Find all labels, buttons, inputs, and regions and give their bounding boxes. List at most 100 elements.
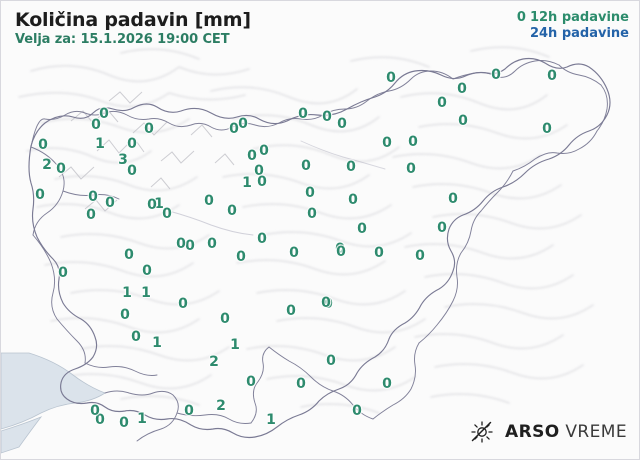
- station-value[interactable]: 1: [230, 337, 240, 353]
- station-value[interactable]: 0: [348, 192, 358, 208]
- station-value[interactable]: 0: [142, 263, 152, 279]
- station-value[interactable]: 0: [246, 374, 256, 390]
- valid-time-label: Velja za: 15.1.2026 19:00 CET: [15, 32, 230, 47]
- station-value[interactable]: 0: [56, 161, 66, 177]
- station-value[interactable]: 0: [184, 403, 194, 419]
- station-value[interactable]: 0: [415, 248, 425, 264]
- station-value[interactable]: 0: [301, 158, 311, 174]
- station-value[interactable]: 0: [38, 137, 48, 153]
- station-value[interactable]: 0: [247, 148, 257, 164]
- station-value[interactable]: 0: [298, 106, 308, 122]
- station-value[interactable]: 0: [437, 220, 447, 236]
- station-value[interactable]: 0: [88, 189, 98, 205]
- station-value[interactable]: 0: [95, 412, 105, 428]
- station-value[interactable]: 1: [95, 136, 105, 152]
- station-value[interactable]: 1: [137, 411, 147, 427]
- station-value[interactable]: 0: [131, 329, 141, 345]
- station-value[interactable]: 0: [437, 95, 447, 111]
- station-value[interactable]: 0: [458, 113, 468, 129]
- station-value[interactable]: 0: [335, 241, 345, 257]
- station-value[interactable]: 2: [216, 398, 226, 414]
- station-value[interactable]: 0: [144, 121, 154, 137]
- station-value[interactable]: 0: [236, 249, 246, 265]
- station-value[interactable]: 0: [35, 187, 45, 203]
- legend: 0 12h padavine 24h padavine: [517, 10, 629, 43]
- station-value[interactable]: 0: [542, 121, 552, 137]
- station-value[interactable]: 2: [209, 354, 219, 370]
- station-value[interactable]: 0: [178, 296, 188, 312]
- station-value[interactable]: 0: [185, 238, 195, 254]
- station-value[interactable]: 1: [141, 285, 151, 301]
- station-value[interactable]: 0: [99, 106, 109, 122]
- station-value[interactable]: 0: [336, 244, 346, 260]
- station-value[interactable]: 0: [220, 311, 230, 327]
- station-value[interactable]: 0: [90, 403, 100, 419]
- station-value[interactable]: 0: [448, 191, 458, 207]
- station-value[interactable]: 0: [254, 163, 264, 179]
- arso-logo-bold: ARSO: [505, 422, 560, 442]
- adriatic-sea: [1, 352, 106, 430]
- station-value[interactable]: 0: [58, 265, 68, 281]
- station-value[interactable]: 0: [408, 134, 418, 150]
- arso-logo[interactable]: ARSO VREME: [469, 419, 627, 445]
- station-value[interactable]: 0: [346, 159, 356, 175]
- station-value[interactable]: 0: [127, 136, 137, 152]
- station-value[interactable]: 1: [154, 196, 164, 212]
- station-value[interactable]: 0: [162, 206, 172, 222]
- station-value[interactable]: 0: [259, 143, 269, 159]
- station-value[interactable]: 1: [266, 412, 276, 428]
- station-value[interactable]: 0: [547, 68, 557, 84]
- station-value[interactable]: 0: [257, 231, 267, 247]
- legend-row-12h: 0 12h padavine: [517, 10, 629, 26]
- station-value[interactable]: 3: [118, 152, 128, 168]
- station-value[interactable]: 0: [323, 296, 333, 312]
- station-value[interactable]: 0: [374, 245, 384, 261]
- station-value[interactable]: 0: [322, 109, 332, 125]
- station-value[interactable]: 0: [337, 116, 347, 132]
- station-value[interactable]: 0: [124, 247, 134, 263]
- station-value[interactable]: 0: [127, 163, 137, 179]
- station-value[interactable]: 0: [321, 295, 331, 311]
- alpine-texture: [58, 91, 235, 212]
- station-value[interactable]: 0: [305, 185, 315, 201]
- station-value[interactable]: 0: [457, 81, 467, 97]
- terrain-relief: [18, 46, 594, 414]
- station-value[interactable]: 0: [289, 245, 299, 261]
- station-value[interactable]: 2: [42, 157, 52, 173]
- sea-lower: [1, 416, 43, 454]
- legend-row-24h: 24h padavine: [517, 26, 629, 42]
- station-value[interactable]: 0: [207, 236, 217, 252]
- station-value[interactable]: 1: [242, 175, 252, 191]
- station-value[interactable]: 0: [257, 174, 267, 190]
- station-value[interactable]: 0: [386, 70, 396, 86]
- station-value[interactable]: 0: [86, 207, 96, 223]
- station-value[interactable]: 0: [91, 117, 101, 133]
- station-value[interactable]: 1: [152, 335, 162, 351]
- station-value[interactable]: 0: [307, 206, 317, 222]
- station-value[interactable]: 0: [382, 135, 392, 151]
- slovenia-border[interactable]: [28, 57, 611, 439]
- station-value[interactable]: 0: [229, 121, 239, 137]
- sun-icon: [471, 421, 493, 443]
- station-value[interactable]: 0: [147, 197, 157, 213]
- station-value[interactable]: 1: [122, 285, 132, 301]
- station-value[interactable]: 0: [119, 415, 129, 431]
- station-value[interactable]: 0: [326, 353, 336, 369]
- station-value[interactable]: 0: [352, 403, 362, 419]
- station-value[interactable]: 0: [491, 67, 501, 83]
- station-value[interactable]: 0: [406, 161, 416, 177]
- legend-label-12h: 12h padavine: [529, 10, 629, 25]
- station-value[interactable]: 0: [382, 376, 392, 392]
- station-value[interactable]: 0: [286, 303, 296, 319]
- station-value[interactable]: 0: [176, 236, 186, 252]
- station-value[interactable]: 0: [204, 193, 214, 209]
- station-value[interactable]: 0: [357, 221, 367, 237]
- station-value[interactable]: 0: [238, 116, 248, 132]
- station-value[interactable]: 0: [105, 195, 115, 211]
- station-value[interactable]: 0: [296, 376, 306, 392]
- internal-borders: [30, 60, 608, 442]
- station-value[interactable]: 0: [227, 203, 237, 219]
- station-value[interactable]: 0: [120, 307, 130, 323]
